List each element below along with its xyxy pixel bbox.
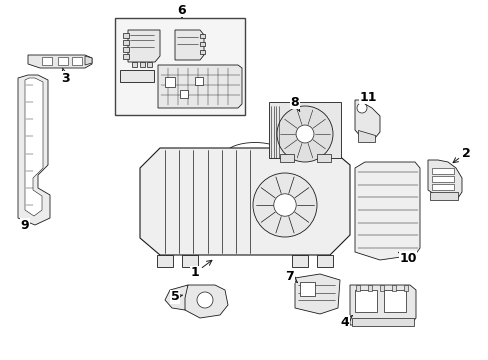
Circle shape	[252, 173, 316, 237]
Bar	[391, 285, 395, 291]
Text: 2: 2	[452, 147, 469, 163]
Text: 8: 8	[290, 95, 299, 112]
Text: 3: 3	[61, 68, 69, 85]
Polygon shape	[427, 160, 461, 198]
Bar	[157, 255, 173, 267]
Circle shape	[356, 103, 366, 113]
Circle shape	[295, 125, 313, 143]
Text: 9: 9	[20, 219, 29, 231]
Bar	[147, 62, 152, 67]
Polygon shape	[354, 162, 419, 260]
Polygon shape	[158, 65, 242, 108]
Bar	[299, 282, 314, 296]
Bar	[123, 33, 129, 38]
Bar	[182, 255, 198, 267]
Bar	[354, 290, 376, 312]
Circle shape	[197, 292, 213, 308]
Text: 5: 5	[170, 291, 183, 303]
Text: 6: 6	[177, 4, 186, 17]
Bar	[367, 285, 371, 291]
Circle shape	[273, 194, 296, 216]
Bar	[316, 154, 330, 162]
Bar	[132, 62, 137, 67]
Polygon shape	[25, 78, 43, 216]
Bar	[115, 18, 244, 115]
Text: 7: 7	[285, 270, 297, 283]
Polygon shape	[175, 30, 203, 60]
Circle shape	[276, 106, 332, 162]
Bar	[140, 62, 145, 67]
Polygon shape	[28, 55, 92, 68]
Polygon shape	[182, 285, 227, 318]
Polygon shape	[85, 56, 92, 65]
Bar	[58, 57, 68, 65]
Polygon shape	[140, 148, 349, 255]
Bar	[123, 40, 129, 45]
Bar	[123, 54, 129, 59]
Bar	[195, 77, 203, 85]
Bar	[351, 318, 413, 326]
Bar	[123, 47, 129, 52]
Bar	[280, 154, 293, 162]
Text: 11: 11	[359, 90, 376, 104]
Bar	[429, 192, 457, 200]
Bar	[355, 285, 359, 291]
Bar	[200, 42, 204, 46]
Bar	[42, 57, 52, 65]
Bar	[431, 176, 453, 182]
Text: 4: 4	[340, 315, 352, 328]
Polygon shape	[357, 130, 374, 142]
Bar	[164, 77, 175, 87]
Text: 1: 1	[190, 260, 211, 279]
Bar	[268, 102, 340, 158]
Bar	[379, 285, 383, 291]
Bar	[431, 184, 453, 190]
Polygon shape	[349, 285, 415, 325]
Bar	[72, 57, 82, 65]
Bar	[200, 50, 204, 54]
Bar	[316, 255, 332, 267]
Bar	[383, 290, 405, 312]
Text: 10: 10	[398, 252, 416, 265]
Bar	[200, 34, 204, 38]
Polygon shape	[164, 285, 187, 310]
Bar	[431, 168, 453, 174]
Bar	[180, 90, 187, 98]
Polygon shape	[354, 100, 379, 138]
Polygon shape	[128, 30, 160, 62]
Polygon shape	[294, 274, 339, 314]
Bar	[291, 255, 307, 267]
Bar	[120, 70, 154, 82]
Bar	[403, 285, 407, 291]
Polygon shape	[18, 75, 50, 225]
